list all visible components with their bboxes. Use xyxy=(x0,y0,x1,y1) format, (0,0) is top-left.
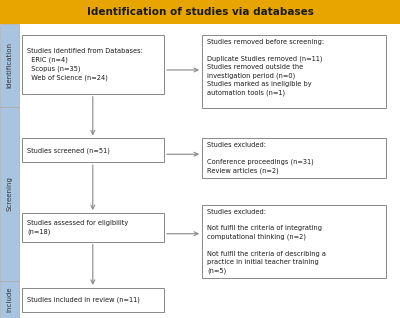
FancyBboxPatch shape xyxy=(22,35,164,94)
FancyBboxPatch shape xyxy=(22,138,164,162)
Text: Screening: Screening xyxy=(6,176,13,211)
FancyBboxPatch shape xyxy=(202,138,386,178)
Text: Studies assessed for eligibility
(n=18): Studies assessed for eligibility (n=18) xyxy=(27,220,128,235)
Text: Studies included in review (n=11): Studies included in review (n=11) xyxy=(27,296,140,303)
FancyBboxPatch shape xyxy=(0,0,400,24)
Text: Studies excluded:

Conference proceedings (n=31)
Review articles (n=2): Studies excluded: Conference proceedings… xyxy=(207,142,314,174)
Text: Studies excluded:

Not fulfil the criteria of integrating
computational thinking: Studies excluded: Not fulfil the criteri… xyxy=(207,209,326,274)
FancyBboxPatch shape xyxy=(0,24,19,107)
FancyBboxPatch shape xyxy=(22,288,164,312)
FancyBboxPatch shape xyxy=(0,281,19,318)
FancyBboxPatch shape xyxy=(202,205,386,278)
Text: Include: Include xyxy=(6,287,13,313)
Text: Studies screened (n=51): Studies screened (n=51) xyxy=(27,147,110,154)
FancyBboxPatch shape xyxy=(0,107,19,281)
Text: Studies removed before screening:

Duplicate Studies removed (n=11)
Studies remo: Studies removed before screening: Duplic… xyxy=(207,39,324,96)
Text: Identification: Identification xyxy=(6,42,13,88)
Text: Identification of studies via databases: Identification of studies via databases xyxy=(86,7,314,17)
FancyBboxPatch shape xyxy=(202,35,386,108)
Text: Studies identified from Databases:
  ERIC (n=4)
  Scopus (n=35)
  Web of Science: Studies identified from Databases: ERIC … xyxy=(27,48,143,80)
FancyBboxPatch shape xyxy=(22,213,164,242)
